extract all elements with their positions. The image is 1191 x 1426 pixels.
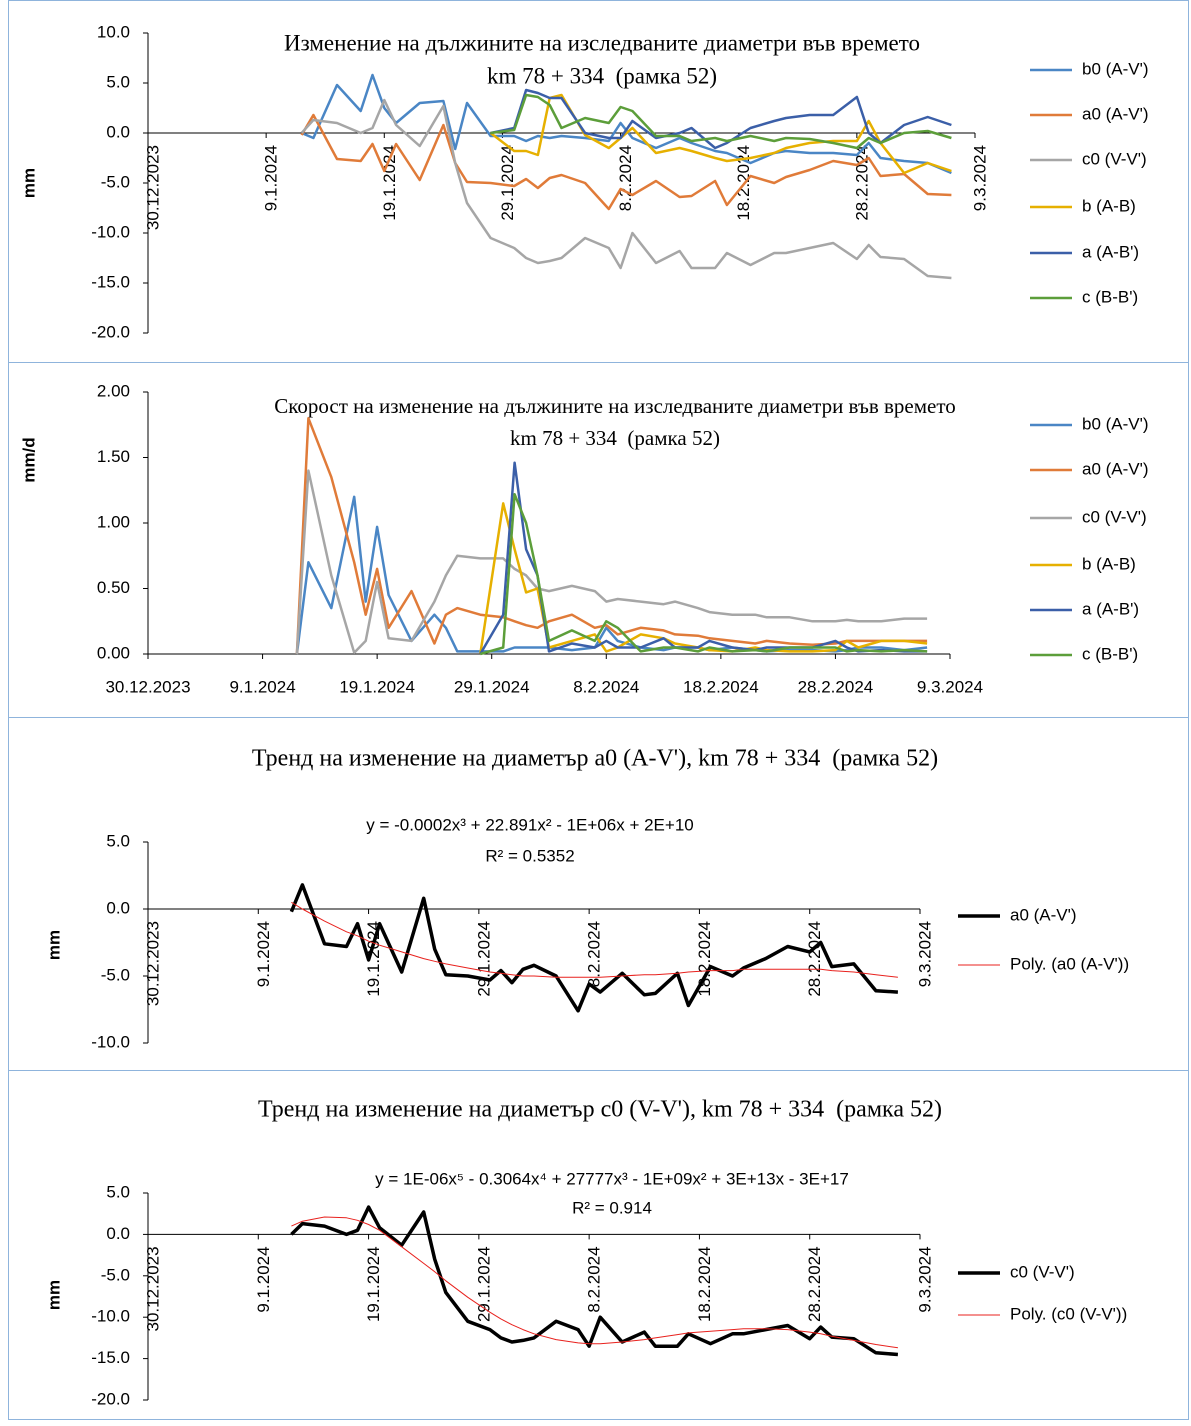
y-tick-label: -20.0 — [91, 1389, 130, 1408]
legend-label: b0 (A-V') — [1082, 59, 1149, 78]
y-tick-label: -5.0 — [101, 965, 130, 984]
series-line — [295, 469, 928, 655]
legend-label: c0 (V-V') — [1010, 1262, 1075, 1281]
chart-title: Тренд на изменение на диаметър c0 (V-V')… — [258, 1097, 942, 1123]
y-tick-label: -15.0 — [91, 272, 130, 291]
legend-label: b0 (A-V') — [1082, 414, 1149, 433]
y-tick-label: 5.0 — [106, 831, 130, 850]
chart-title: Изменение на дължините на изследваните д… — [284, 30, 920, 55]
y-tick-label: -10.0 — [91, 1307, 130, 1326]
x-tick-label: 19.1.2024 — [364, 1246, 383, 1322]
x-tick-label: 9.1.2024 — [229, 677, 295, 696]
x-tick-label: 19.1.2024 — [364, 921, 383, 997]
series-line — [490, 93, 952, 150]
y-tick-label: 0.00 — [97, 643, 130, 662]
legend-label: a (A-B') — [1082, 599, 1139, 618]
annotation: R² = 0.914 — [572, 1198, 652, 1217]
y-tick-label: 0.0 — [106, 898, 130, 917]
y-tick-label: 2.00 — [97, 381, 130, 400]
x-tick-label: 9.3.2024 — [915, 1246, 934, 1312]
series-line — [290, 1205, 899, 1357]
y-tick-label: -5.0 — [101, 172, 130, 191]
frame — [8, 0, 1189, 1420]
series-line — [300, 113, 952, 211]
x-tick-label: 28.2.2024 — [805, 921, 824, 997]
x-tick-label: 29.1.2024 — [498, 145, 517, 221]
x-tick-label: 9.3.2024 — [915, 921, 934, 987]
y-tick-label: 0.0 — [106, 1224, 130, 1243]
x-tick-label: 9.1.2024 — [262, 145, 281, 211]
x-tick-label: 29.1.2024 — [474, 921, 493, 997]
legend-label: a0 (A-V') — [1082, 459, 1149, 478]
x-tick-label: 9.3.2024 — [917, 677, 983, 696]
annotation: R² = 0.5352 — [485, 846, 574, 865]
y-tick-label: -10.0 — [91, 1032, 130, 1051]
y-tick-label: 10.0 — [97, 22, 130, 41]
legend-label: a0 (A-V') — [1082, 104, 1149, 123]
chart-title: Тренд на изменение на диаметър a0 (A-V')… — [252, 746, 938, 772]
y-tick-label: 0.50 — [97, 578, 130, 597]
series-line — [479, 502, 928, 655]
x-tick-label: 8.2.2024 — [585, 921, 604, 987]
x-tick-label: 30.12.2023 — [143, 145, 162, 230]
x-tick-label: 18.2.2024 — [695, 921, 714, 997]
series-line — [479, 492, 928, 656]
y-axis-label: mm — [44, 930, 63, 960]
series-line — [300, 98, 952, 280]
legend-label: c (B-B') — [1082, 287, 1138, 306]
y-tick-label: 5.0 — [106, 72, 130, 91]
y-tick-label: 5.0 — [106, 1182, 130, 1201]
legend-label: c (B-B') — [1082, 644, 1138, 663]
y-tick-label: 1.00 — [97, 512, 130, 531]
annotation: y = -0.0002x³ + 22.891x² - 1E+06x + 2E+1… — [366, 815, 693, 834]
x-tick-label: 19.1.2024 — [339, 677, 415, 696]
x-tick-label: 28.2.2024 — [798, 677, 874, 696]
series-line — [291, 901, 898, 978]
y-tick-label: -10.0 — [91, 222, 130, 241]
legend-label: a0 (A-V') — [1010, 905, 1077, 924]
series-line — [291, 1216, 898, 1349]
legend-label: Poly. (a0 (A-V')) — [1010, 954, 1129, 973]
x-tick-label: 29.1.2024 — [474, 1246, 493, 1322]
legend-label: c0 (V-V') — [1082, 149, 1147, 168]
y-tick-label: -15.0 — [91, 1348, 130, 1367]
x-tick-label: 30.12.2023 — [143, 921, 162, 1006]
y-tick-label: -20.0 — [91, 322, 130, 341]
legend-label: c0 (V-V') — [1082, 507, 1147, 526]
x-tick-label: 30.12.2023 — [143, 1246, 162, 1331]
series-line — [289, 883, 899, 1013]
x-tick-label: 8.2.2024 — [573, 677, 639, 696]
series-line — [490, 88, 952, 150]
y-axis-label: mm — [19, 168, 38, 198]
y-tick-label: -5.0 — [101, 1265, 130, 1284]
legend-label: b (A-B) — [1082, 554, 1136, 573]
x-tick-label: 9.1.2024 — [254, 1246, 273, 1312]
chart-subtitle: km 78 + 334 (рамка 52) — [487, 63, 717, 88]
x-tick-label: 18.2.2024 — [695, 1246, 714, 1322]
x-tick-label: 28.2.2024 — [805, 1246, 824, 1322]
chart-title: Скорост на изменение на дължините на изс… — [274, 394, 955, 418]
x-tick-label: 30.12.2023 — [105, 677, 190, 696]
series-line — [489, 93, 952, 175]
x-tick-label: 19.1.2024 — [380, 145, 399, 221]
legend-label: a (A-B') — [1082, 242, 1139, 261]
y-tick-label: 1.50 — [97, 447, 130, 466]
x-tick-label: 9.3.2024 — [970, 145, 989, 211]
legend-label: b (A-B) — [1082, 196, 1136, 215]
series-line — [295, 416, 928, 655]
x-tick-label: 28.2.2024 — [852, 145, 871, 221]
y-axis-label: mm — [44, 1280, 63, 1310]
y-axis-label: mm/d — [19, 437, 38, 482]
x-tick-label: 9.1.2024 — [254, 921, 273, 987]
x-tick-label: 8.2.2024 — [585, 1246, 604, 1312]
y-tick-label: 0.0 — [106, 122, 130, 141]
chart-subtitle: km 78 + 334 (рамка 52) — [510, 426, 720, 450]
annotation: y = 1E-06x⁵ - 0.3064x⁴ + 27777x³ - 1E+09… — [375, 1169, 849, 1188]
x-tick-label: 8.2.2024 — [616, 145, 635, 211]
x-tick-label: 18.2.2024 — [683, 677, 759, 696]
x-tick-label: 29.1.2024 — [454, 677, 530, 696]
legend-label: Poly. (c0 (V-V')) — [1010, 1304, 1127, 1323]
